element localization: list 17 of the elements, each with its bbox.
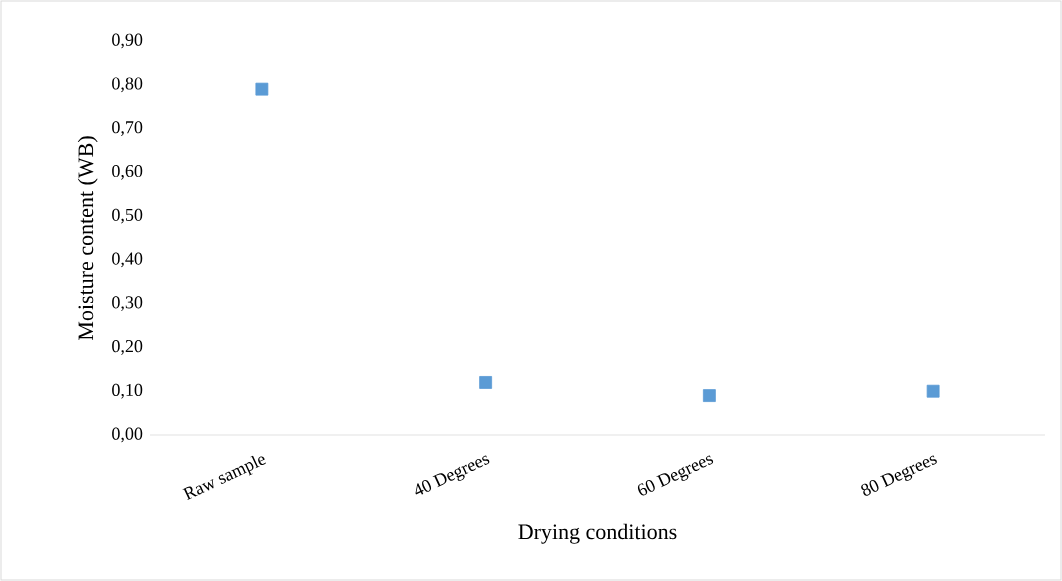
point [926, 384, 940, 398]
point [479, 376, 493, 389]
point [255, 82, 269, 96]
x-axis-title: Drying conditions [518, 523, 677, 544]
y-tick-label: 0,90 [112, 33, 143, 49]
y-tick-label: 0,40 [112, 252, 143, 268]
y-tick-label: 0,30 [112, 296, 143, 312]
y-tick-label: 0,50 [112, 208, 143, 224]
y-tick-label: 0,00 [112, 427, 143, 443]
y-tick-label: 0,60 [112, 164, 143, 180]
y-tick-label: 0,70 [112, 121, 143, 136]
y-axis-title: Moisture content (WB) [77, 136, 98, 340]
y-tick-label: 0,80 [112, 77, 143, 93]
y-tick-label: 0,10 [112, 383, 143, 399]
x-tick-label: Raw sample [182, 455, 267, 501]
point [702, 389, 716, 402]
y-tick-label: 0,20 [112, 340, 143, 355]
